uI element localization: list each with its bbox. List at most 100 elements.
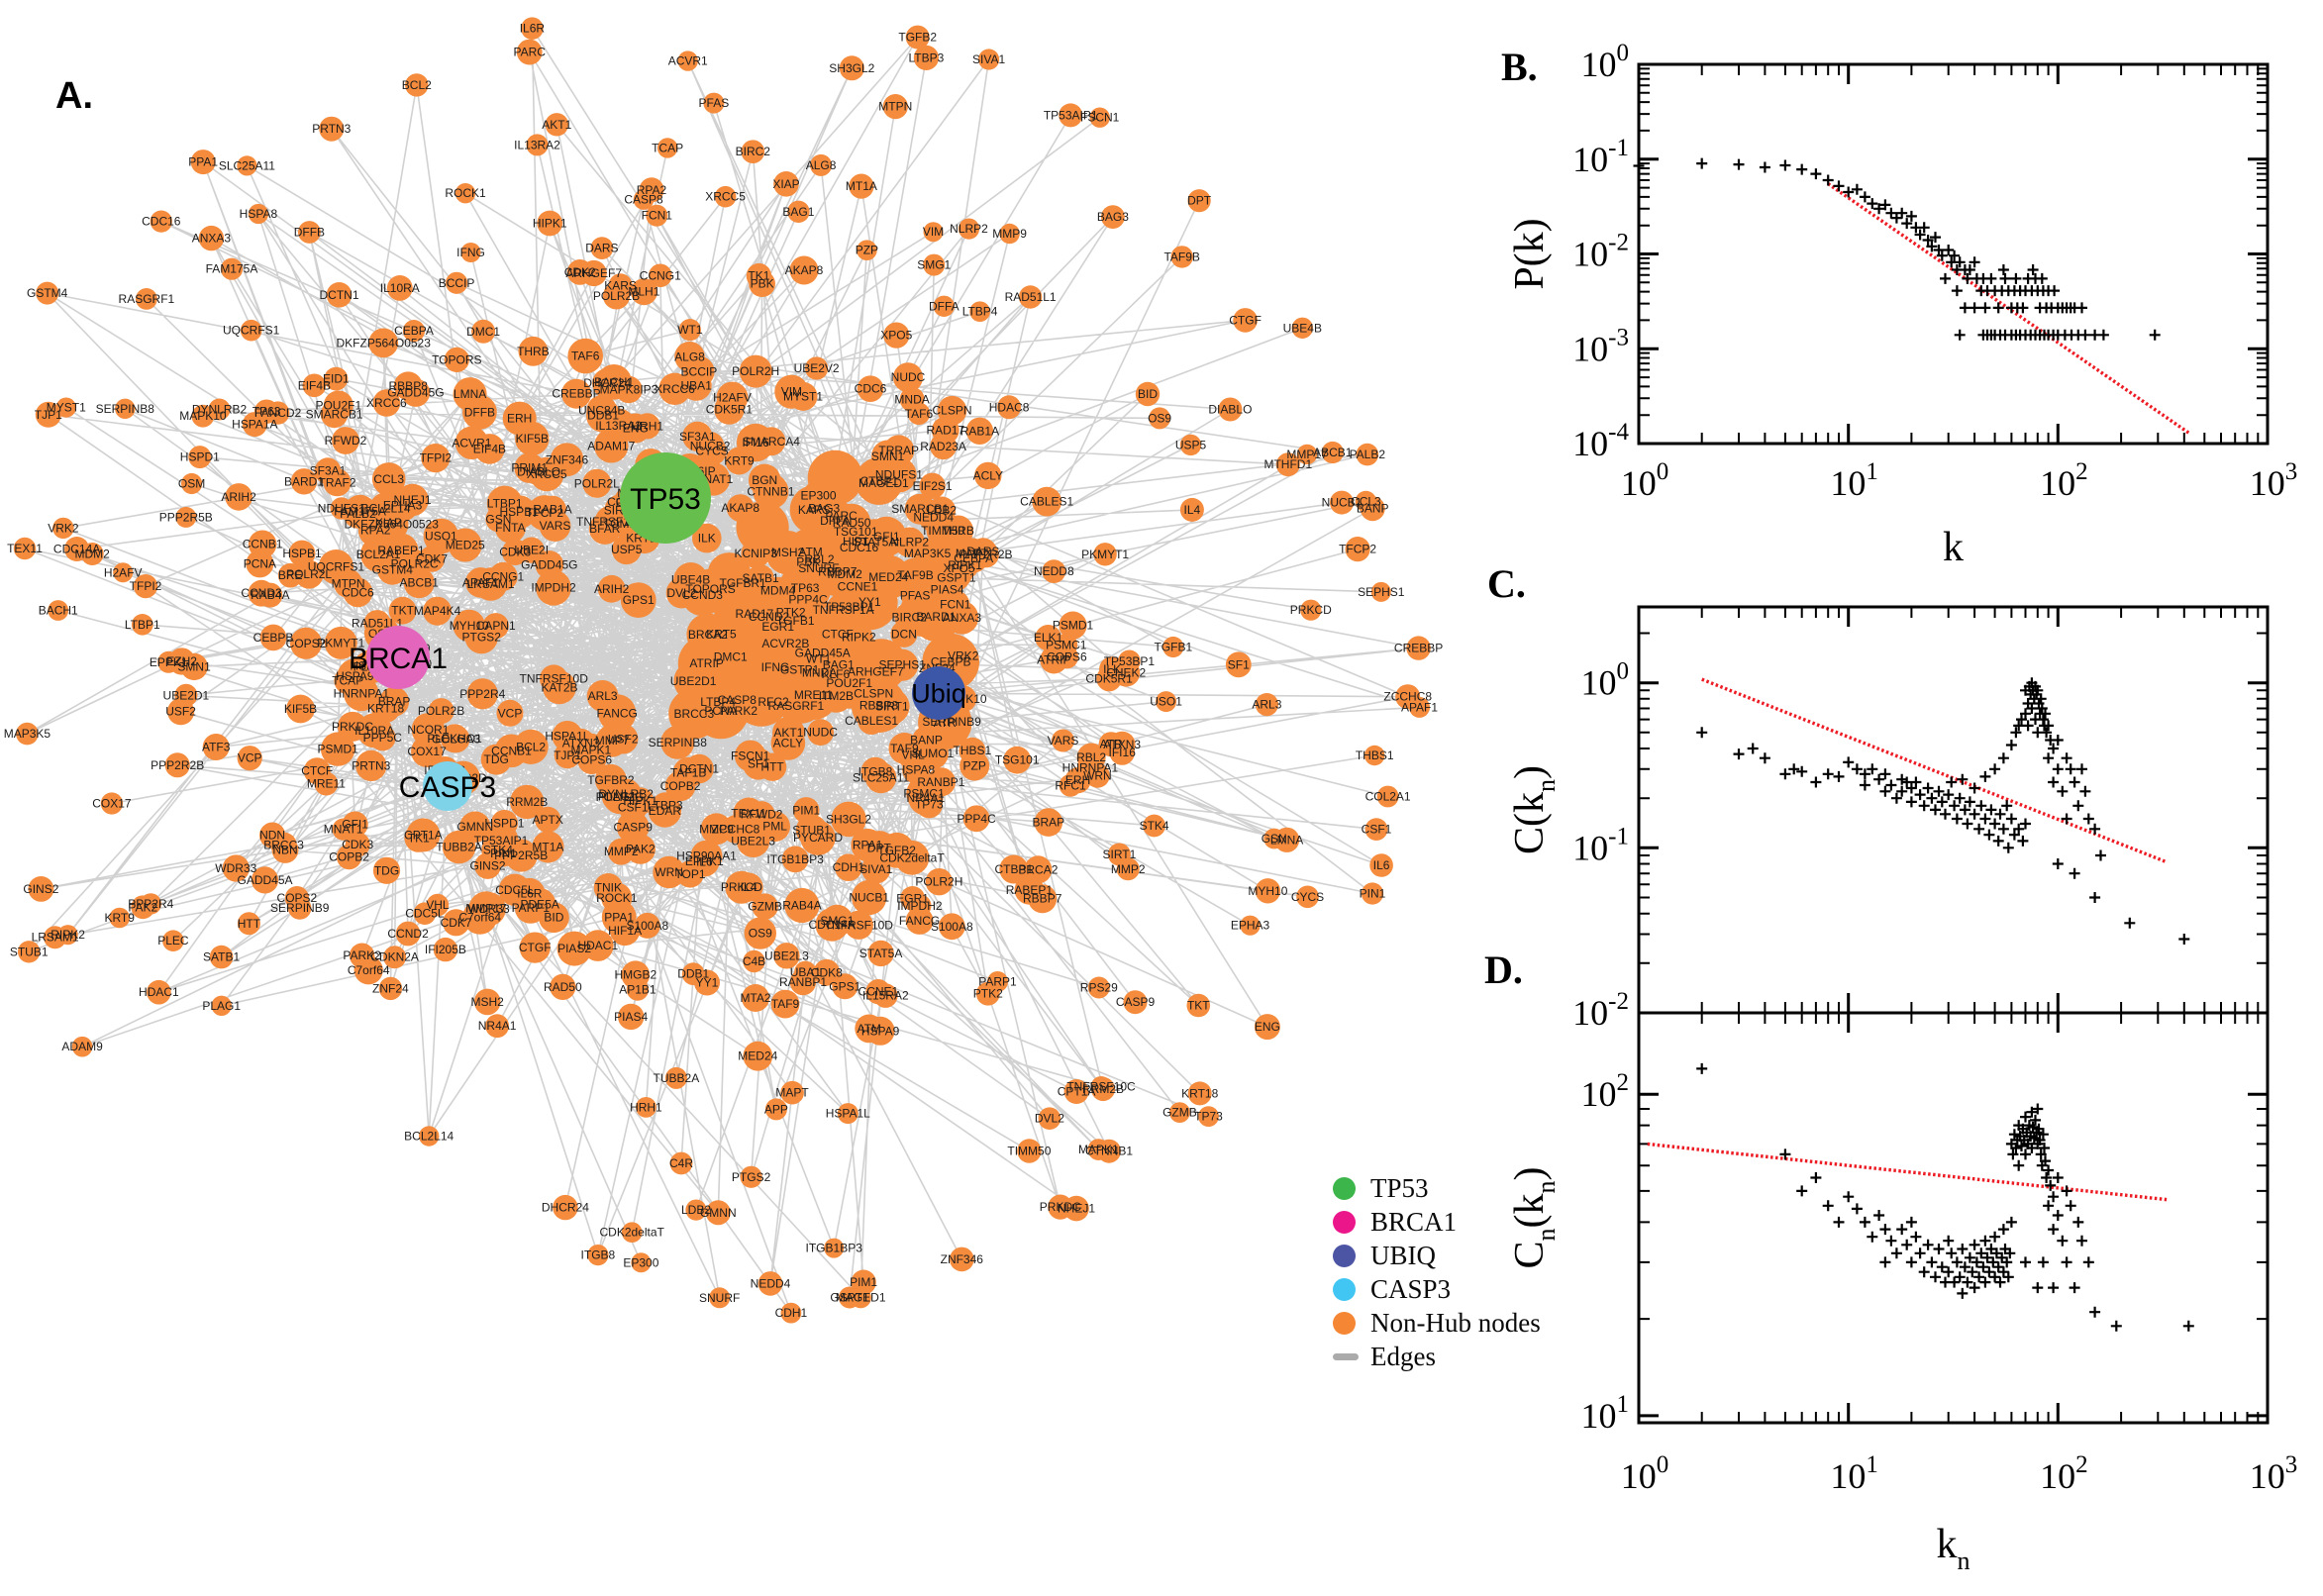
gene-label: LTBP3 [648, 798, 683, 812]
gene-label: IFNG [761, 660, 790, 674]
gene-label: THBS1 [1356, 748, 1394, 762]
gene-label: POLR2C [391, 556, 439, 570]
tick-label: 103 [2250, 1451, 2298, 1496]
gene-label: ATM [857, 1022, 880, 1036]
gene-label: GADD45A [237, 873, 292, 887]
gene-label: RPA2 [637, 183, 667, 197]
gene-label: BACH1 [594, 375, 634, 389]
network-node [969, 301, 990, 323]
gene-label: ABCB1 [400, 576, 440, 590]
gene-label: MYST1 [783, 389, 823, 403]
network-node [516, 39, 543, 65]
gene-label: ANXA3 [192, 232, 232, 246]
gene-label: SF1 [748, 757, 769, 771]
gene-label: UBE2D1 [163, 688, 210, 702]
gene-label: BARD1 [284, 474, 324, 488]
gene-label: BAG1 [823, 657, 855, 671]
network-node [674, 342, 705, 372]
network-node [1018, 285, 1043, 309]
gene-label: RASGRF1 [119, 292, 175, 306]
gene-label: CDC5L [405, 907, 445, 921]
network-node [150, 210, 172, 233]
network-node [739, 354, 772, 388]
gene-label: MMP17 [1286, 448, 1328, 461]
network-node [1364, 745, 1385, 766]
network-node [634, 912, 660, 939]
gene-label: PIN1 [490, 847, 517, 860]
network-node [703, 92, 725, 114]
gene-label: RAD17 [926, 424, 964, 438]
gene-label: BCL2L14 [404, 1130, 454, 1144]
network-node [248, 530, 277, 558]
network-node [919, 472, 946, 499]
network-node [535, 806, 561, 833]
network-node [1089, 107, 1110, 128]
legend-node-swatch [1333, 1277, 1356, 1301]
gene-label: CLSPN [854, 687, 893, 701]
network-node [630, 278, 657, 306]
gene-label: SERPINB8 [649, 736, 708, 749]
network-node [658, 372, 691, 405]
gene-label: BCL2 [516, 740, 546, 753]
network-node [695, 432, 725, 460]
gene-label: WDR33 [468, 902, 510, 916]
gene-label: COX17 [407, 745, 447, 758]
gene-label: MAGED1 [858, 476, 909, 490]
gene-label: PSMC1 [1046, 638, 1087, 651]
gene-label: MRE11 [307, 777, 346, 791]
gene-label: PPP2R2B [151, 758, 204, 772]
network-node [225, 483, 252, 511]
gene-label: TK1 [408, 831, 430, 845]
network-node [958, 218, 980, 240]
network-node [832, 561, 858, 587]
gene-label: CDK3 [342, 838, 373, 851]
gene-label: CCND2 [387, 927, 429, 941]
gene-label: LRSAM1 [32, 931, 79, 945]
tick-label: 100 [1581, 658, 1630, 703]
gene-label: UBA1 [681, 378, 713, 392]
network-node [789, 968, 817, 996]
gene-label: NEDD4 [751, 1276, 791, 1290]
network-node [532, 831, 564, 863]
network-node [330, 497, 353, 520]
gene-label: TDG [374, 863, 399, 877]
gene-label: DARS [585, 242, 618, 255]
network-node [324, 366, 349, 391]
gene-label: IL4 [1184, 503, 1201, 517]
gene-label: TFCP2 [1339, 543, 1376, 556]
gene-label: POLR2L [286, 567, 332, 581]
gene-label: MSH2 [471, 995, 505, 1009]
gene-label: TSG101 [834, 525, 878, 539]
network-node [485, 1014, 509, 1039]
network-node [1218, 397, 1243, 422]
gene-label: EPPK1 [150, 655, 188, 669]
gene-label: ERH [1065, 773, 1090, 787]
gene-label: DHCR24 [583, 376, 631, 390]
gene-label: PARP1 [512, 901, 551, 915]
gene-label: MTHFD1 [1263, 457, 1312, 471]
gene-label: COPS6 [1047, 650, 1087, 664]
gene-label: RAB4A [782, 899, 821, 913]
gene-label: NHEJ1 [393, 493, 431, 507]
network-node [444, 347, 469, 372]
gene-label: DHCR24 [542, 1201, 589, 1215]
network-node [286, 694, 315, 724]
gene-label: CDC6 [855, 382, 887, 396]
gene-label: NUCB1 [849, 891, 889, 905]
gene-label: WT1 [806, 652, 832, 666]
gene-label: DDB1 [587, 409, 619, 423]
network-node [526, 134, 549, 156]
gene-label: CCNB1 [491, 744, 532, 757]
network-node [1369, 853, 1393, 877]
minor-ticks [1639, 607, 2268, 1013]
network-node [1364, 818, 1388, 841]
gene-label: ERH [507, 412, 532, 426]
gene-label: MDM4 [760, 583, 796, 597]
gene-label: BAG3 [808, 501, 840, 515]
network-node [369, 724, 396, 751]
gene-label: SH3GL2 [829, 61, 874, 75]
hub-label-casp3: CASP3 [399, 771, 496, 804]
network-node [807, 719, 834, 746]
gene-label: GINS2 [469, 859, 505, 873]
